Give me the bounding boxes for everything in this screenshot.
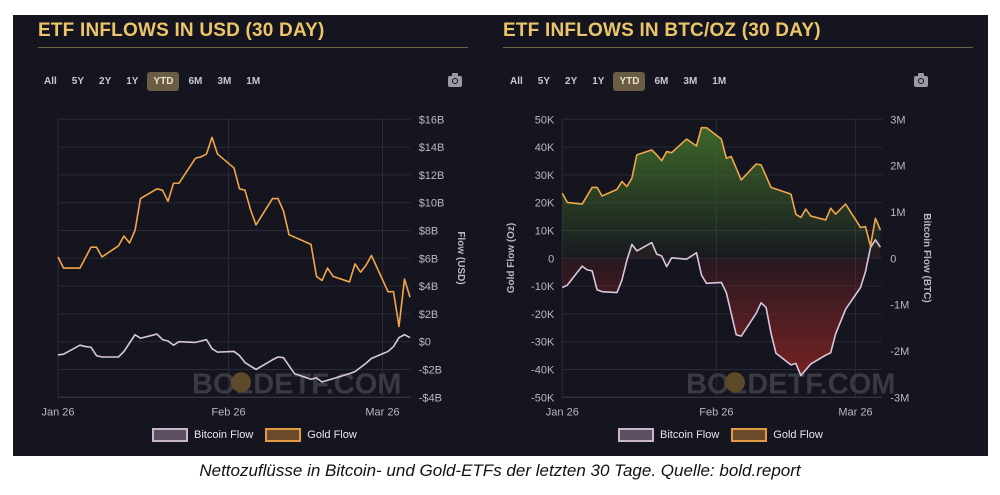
watermark: BOLDETF.COM	[686, 368, 895, 400]
y-tick-label-right: -$2B	[419, 365, 442, 377]
bitcoin-flow-line	[57, 333, 411, 383]
y-tick-label-right: -3M	[890, 392, 909, 404]
y-tick-label-right: $8B	[419, 226, 439, 238]
y-tick-label-left: -40K	[531, 365, 555, 377]
legend-label-bitcoin[interactable]: Bitcoin Flow	[660, 429, 720, 441]
x-tick-label: Mar 26	[365, 406, 399, 418]
y-tick-label-left: 30K	[535, 170, 555, 182]
y-tick-label-left: 0	[548, 253, 554, 265]
legend-label-gold[interactable]: Gold Flow	[773, 429, 823, 441]
title-divider	[38, 47, 468, 48]
legend-swatch-gold[interactable]	[265, 428, 302, 442]
legend-label-gold[interactable]: Gold Flow	[307, 429, 357, 441]
y-tick-label-right: $14B	[419, 142, 445, 154]
y-tick-label-left: 40K	[535, 142, 555, 154]
legend-btc-oz: Bitcoin Flow Gold Flow	[618, 428, 823, 442]
y-tick-label-right: 2M	[890, 161, 905, 173]
range-button-3m[interactable]: 3M	[217, 76, 232, 87]
range-button-2y[interactable]: 2Y	[99, 76, 112, 87]
y-tick-label-left: 10K	[535, 226, 555, 238]
range-button-all[interactable]: All	[510, 76, 523, 87]
y-tick-label-right: -$4B	[419, 392, 442, 404]
range-button-ytd[interactable]: YTD	[147, 72, 180, 91]
range-button-3m[interactable]: 3M	[683, 76, 698, 87]
bitcoin-flow-line	[561, 238, 882, 377]
y-axis-title-right: Flow (USD)	[455, 231, 466, 284]
legend-swatch-gold[interactable]	[731, 428, 768, 442]
range-button-2y[interactable]: 2Y	[565, 76, 578, 87]
y-axis-title-right: Bitcoin Flow (BTC)	[921, 213, 932, 302]
range-button-5y[interactable]: 5Y	[537, 76, 551, 87]
x-tick-label: Feb 26	[699, 406, 733, 418]
camera-icon[interactable]	[448, 73, 462, 87]
y-tick-label-left: -10K	[531, 281, 555, 293]
y-tick-label-right: 0	[890, 253, 896, 265]
y-tick-label-right: $16B	[419, 114, 445, 126]
camera-icon[interactable]	[914, 73, 928, 87]
legend-swatch-bitcoin[interactable]	[152, 428, 188, 442]
range-button-6m[interactable]: 6M	[654, 76, 669, 87]
y-tick-label-right: 1M	[890, 207, 905, 219]
y-tick-label-right: $6B	[419, 253, 439, 265]
chart-title-btc-oz: ETF INFLOWS IN BTC/OZ (30 DAY)	[503, 20, 821, 41]
legend-usd: Bitcoin Flow Gold Flow	[152, 428, 357, 442]
x-tick-label: Jan 26	[546, 406, 579, 418]
legend-label-bitcoin[interactable]: Bitcoin Flow	[194, 429, 254, 441]
y-tick-label-right: -1M	[890, 300, 909, 312]
y-tick-label-left: -30K	[531, 337, 555, 349]
chart-title-usd: ETF INFLOWS IN USD (30 DAY)	[38, 20, 325, 41]
y-tick-label-right: $0	[419, 337, 431, 349]
y-tick-label-right: -2M	[890, 346, 909, 358]
y-tick-label-right: $4B	[419, 281, 439, 293]
watermark-coin-logo	[725, 372, 745, 393]
y-tick-label-left: 20K	[535, 198, 555, 210]
range-selector-usd: All 5Y 2Y 1Y YTD 6M 3M 1M	[38, 72, 269, 91]
gold-flow-area	[562, 127, 881, 259]
y-tick-label-right: $12B	[419, 170, 445, 182]
y-tick-label-right: 3M	[890, 114, 905, 126]
watermark-coin-logo	[231, 372, 251, 393]
x-tick-label: Jan 26	[41, 406, 74, 418]
range-button-1m[interactable]: 1M	[246, 76, 261, 87]
y-tick-label-left: -20K	[531, 309, 555, 321]
y-tick-label-right: $2B	[419, 309, 439, 321]
y-axis-title-left: Gold Flow (Oz)	[506, 223, 517, 294]
x-tick-label: Mar 26	[838, 406, 872, 418]
range-button-all[interactable]: All	[44, 76, 57, 87]
range-button-ytd[interactable]: YTD	[613, 72, 646, 91]
range-button-1m[interactable]: 1M	[712, 76, 727, 87]
gold-flow-line	[57, 136, 411, 328]
y-tick-label-right: $10B	[419, 198, 445, 210]
title-divider	[503, 47, 973, 48]
y-tick-label-left: -50K	[531, 392, 555, 404]
x-tick-label: Feb 26	[211, 406, 245, 418]
legend-swatch-bitcoin[interactable]	[618, 428, 654, 442]
range-button-6m[interactable]: 6M	[188, 76, 203, 87]
range-button-1y[interactable]: 1Y	[126, 76, 139, 87]
range-selector-btc-oz: All 5Y 2Y 1Y YTD 6M 3M 1M	[504, 72, 735, 91]
bitcoin-flow-area	[562, 239, 881, 376]
range-button-5y[interactable]: 5Y	[71, 76, 85, 87]
watermark: BOLDETF.COM	[192, 368, 401, 400]
figure-caption: Nettozuflüsse in Bitcoin- und Gold-ETFs …	[199, 461, 801, 480]
y-tick-label-left: 50K	[535, 114, 555, 126]
range-button-1y[interactable]: 1Y	[592, 76, 605, 87]
gold-flow-line	[561, 126, 882, 247]
